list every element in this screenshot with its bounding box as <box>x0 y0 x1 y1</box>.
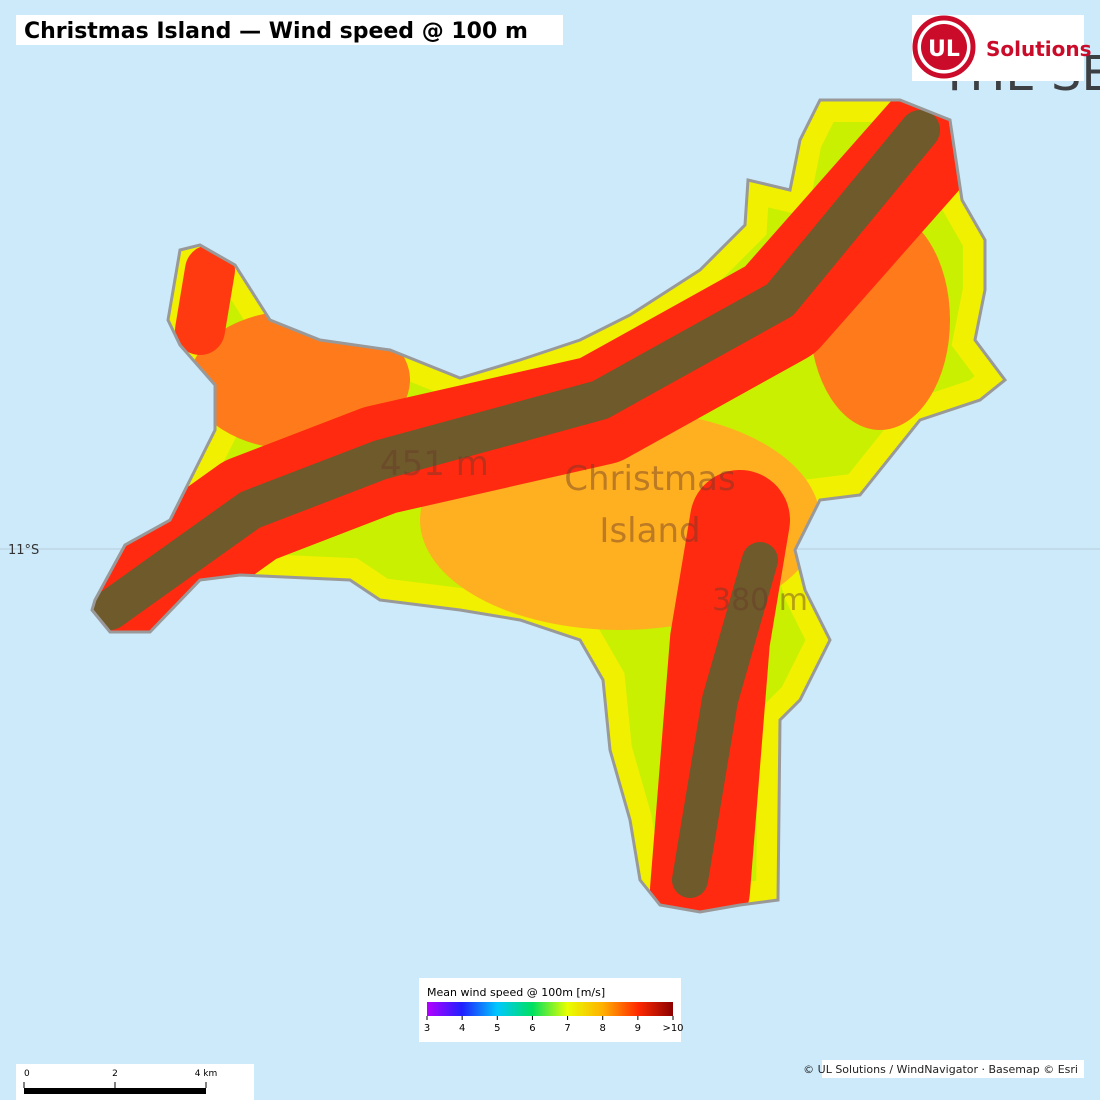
scalebar-label: 4 km <box>195 1069 218 1079</box>
place-label: Christmas <box>564 459 735 499</box>
attribution: © UL Solutions / WindNavigator · Basemap… <box>803 1063 1078 1076</box>
legend-tick-label: 5 <box>494 1023 500 1034</box>
legend: Mean wind speed @ 100m [m/s] 3 4 5 6 7 8 9 >10 <box>419 978 684 1042</box>
scalebar-box <box>16 1064 254 1100</box>
title-box <box>16 15 563 45</box>
legend-tick-label: >10 <box>662 1023 683 1034</box>
place-label: Island <box>599 511 700 551</box>
legend-tick-label: 6 <box>529 1023 535 1034</box>
logo-disc <box>921 24 967 70</box>
legend-tick-label: 9 <box>635 1023 641 1034</box>
logo-mark: UL <box>928 37 960 62</box>
graticule-label: 11°S <box>8 543 39 558</box>
scalebar-label: 2 <box>112 1069 118 1079</box>
place-label: 380 m <box>712 583 808 618</box>
attribution-box <box>822 1060 1084 1078</box>
scalebar-bar <box>24 1088 206 1094</box>
scalebar: 0 2 4 km <box>16 1064 254 1100</box>
legend-tick-label: 4 <box>459 1023 465 1034</box>
legend-tick-label: 7 <box>564 1023 570 1034</box>
logo-text: Solutions <box>986 37 1092 61</box>
place-label: 451 m <box>380 444 489 484</box>
legend-tick-label: 8 <box>600 1023 606 1034</box>
scalebar-label: 0 <box>24 1069 30 1079</box>
legend-title: Mean wind speed @ 100m [m/s] <box>427 986 605 999</box>
map-title: Christmas Island — Wind speed @ 100 m <box>24 19 528 44</box>
colorbar <box>427 1002 673 1016</box>
legend-tick-label: 3 <box>424 1023 430 1034</box>
